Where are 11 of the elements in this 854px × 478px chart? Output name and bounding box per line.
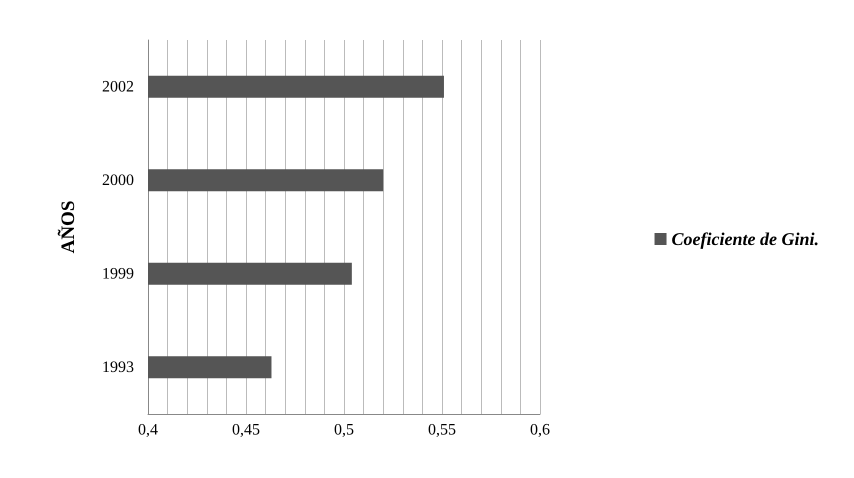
x-tick-label: 0,4 [138,422,158,438]
y-tick-label: 2002 [102,78,134,96]
y-tick-label: 1993 [102,358,134,376]
x-tick-label: 0,5 [334,422,354,438]
y-tick-label: 1999 [102,265,134,282]
x-tick-label: 0,45 [232,422,260,438]
x-tick-label: 0,55 [428,422,456,438]
x-tick-label: 0,6 [530,422,550,438]
y-tick-label: 2000 [102,172,134,189]
legend-label: Coeficiente de Gini. [672,229,820,249]
y-axis-title: AÑOS [57,200,79,254]
